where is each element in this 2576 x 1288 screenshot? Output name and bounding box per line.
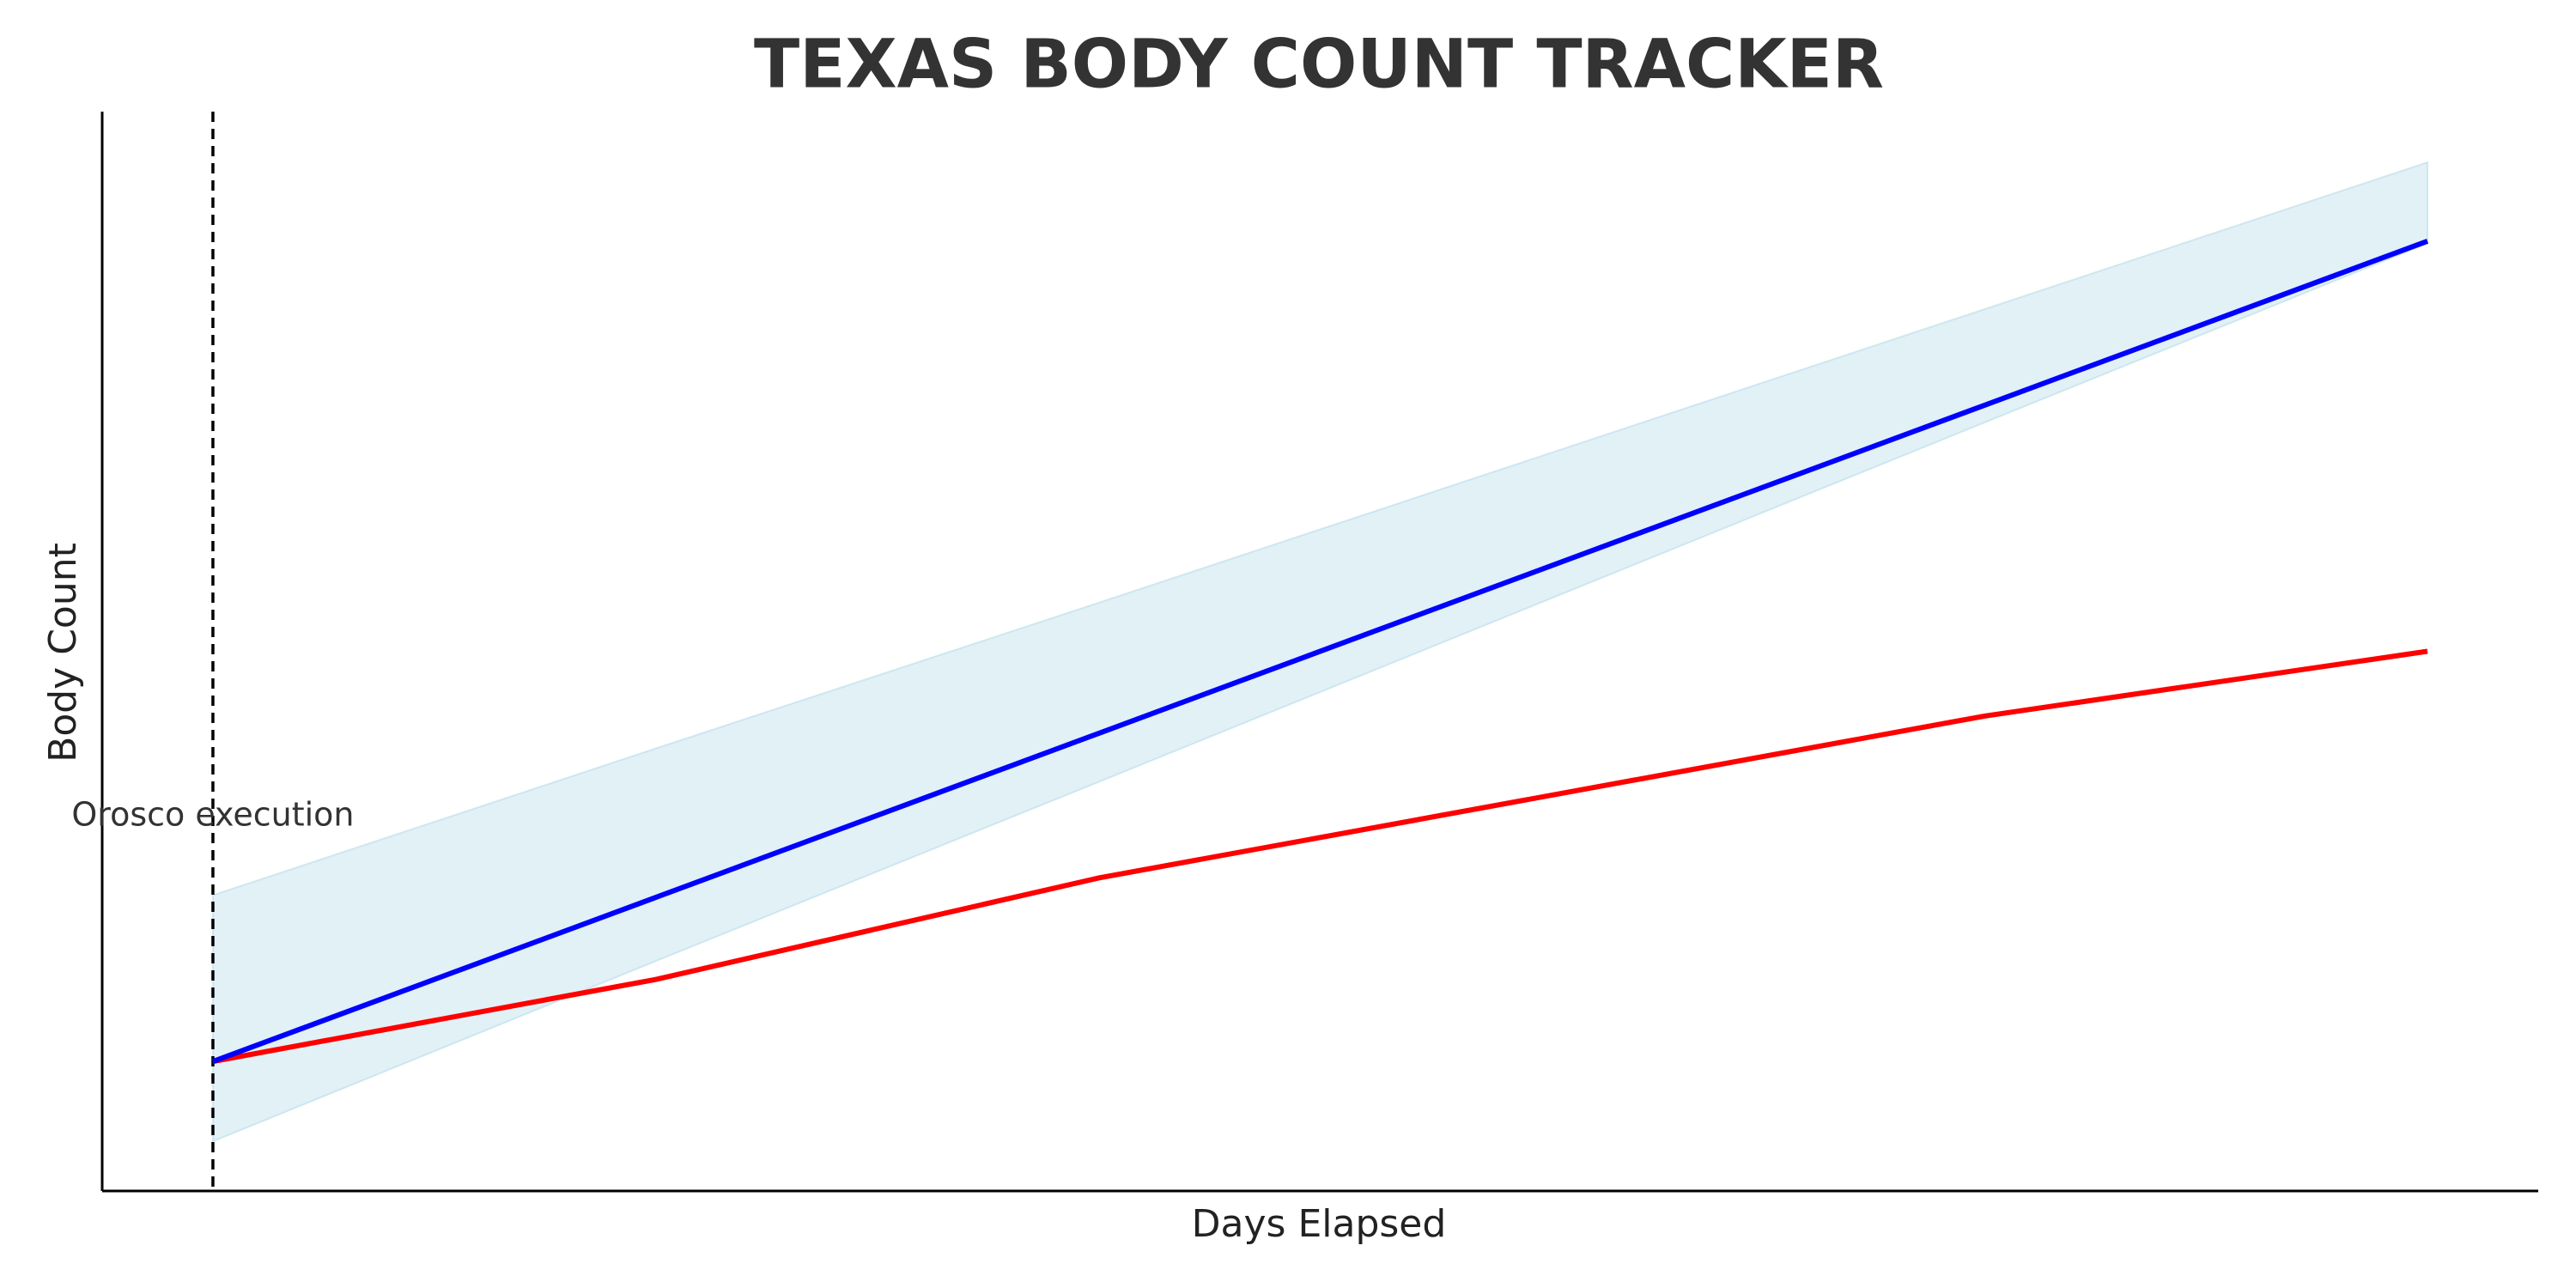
- annotation-text: Orosco execution: [71, 796, 354, 834]
- chart-title: TEXAS BODY COUNT TRACKER: [754, 26, 1884, 103]
- series-line: [211, 239, 2429, 1064]
- x-axis-label: Days Elapsed: [1192, 1202, 1447, 1246]
- y-axis-label: Body Count: [41, 543, 85, 762]
- series-line: [212, 648, 2428, 1065]
